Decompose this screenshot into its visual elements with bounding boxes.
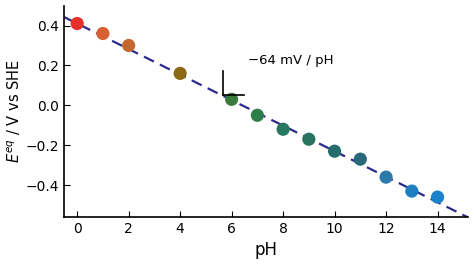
Point [228, 97, 236, 101]
Point [408, 189, 416, 193]
Point [254, 113, 261, 117]
Y-axis label: $E^{eq}$ / V vs SHE: $E^{eq}$ / V vs SHE [6, 59, 23, 163]
Point [331, 149, 338, 153]
Point [434, 195, 441, 199]
Point [279, 127, 287, 131]
X-axis label: pH: pH [255, 241, 278, 259]
Point [356, 157, 364, 161]
Text: −64 mV / pH: −64 mV / pH [248, 54, 334, 67]
Point [73, 21, 81, 26]
Point [382, 175, 390, 179]
Point [176, 71, 184, 76]
Point [125, 43, 132, 48]
Point [99, 31, 107, 36]
Point [305, 137, 313, 141]
